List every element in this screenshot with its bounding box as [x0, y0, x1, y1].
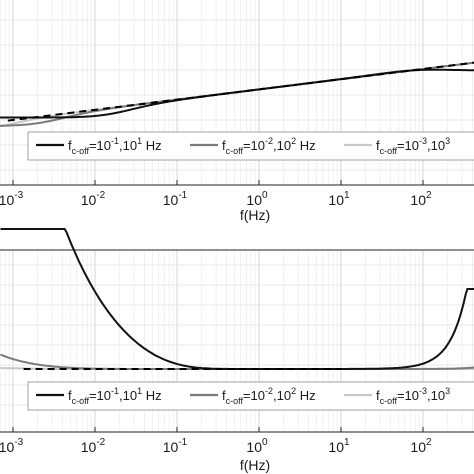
- x-tick-label: 102: [410, 190, 432, 208]
- legend-label: fc-off=10-2,102 Hz: [222, 386, 316, 406]
- legend-label: fc-off=10-1,101 Hz: [68, 386, 162, 406]
- x-tick-label: 10-1: [163, 437, 188, 455]
- legend-label: fc-off=10-3,103: [376, 136, 450, 156]
- x-tick-label: 101: [328, 437, 350, 455]
- legend-label: fc-off=10-2,102 Hz: [222, 136, 316, 156]
- x-tick-label: 10-3: [0, 437, 24, 455]
- bottom-x-tick-labels: 10-3 10-2 10-1 100 101 102: [0, 427, 432, 455]
- reference-dashed-line: [7, 61, 474, 122]
- x-tick-label: 10-2: [81, 190, 106, 208]
- top-x-axis-label: f(Hz): [240, 207, 270, 223]
- legend-label: fc-off=10-1,101 Hz: [68, 136, 162, 156]
- x-tick-label: 10-3: [0, 190, 24, 208]
- legend-box: [27, 131, 474, 161]
- x-tick-label: 100: [246, 190, 268, 208]
- bottom-panel: fc-off=10-1,101 Hz fc-off=10-2,102 Hz fc-o…: [0, 228, 474, 473]
- bottom-curves: [0, 228, 474, 370]
- series-fc-1e-1-line: [0, 228, 474, 370]
- top-x-tick-labels: 10-3 10-2 10-1 100 101 102: [0, 180, 432, 208]
- x-tick-label: 102: [410, 437, 432, 455]
- bottom-legend: fc-off=10-1,101 Hz fc-off=10-2,102 Hz fc-o…: [27, 381, 474, 411]
- top-legend: fc-off=10-1,101 Hz fc-off=10-2,102 Hz fc-o…: [27, 131, 474, 161]
- bottom-axes-frame: [0, 249, 474, 433]
- x-tick-label: 100: [246, 437, 268, 455]
- legend-label: fc-off=10-3,103: [376, 386, 450, 406]
- top-curves: [0, 61, 474, 128]
- bottom-x-axis-label: f(Hz): [240, 457, 270, 473]
- top-panel: fc-off=10-1,101 Hz fc-off=10-2,102 Hz fc-o…: [0, 0, 474, 223]
- x-tick-label: 101: [328, 190, 350, 208]
- x-tick-label: 10-2: [81, 437, 106, 455]
- x-tick-label: 10-1: [163, 190, 188, 208]
- legend-box: [27, 381, 474, 411]
